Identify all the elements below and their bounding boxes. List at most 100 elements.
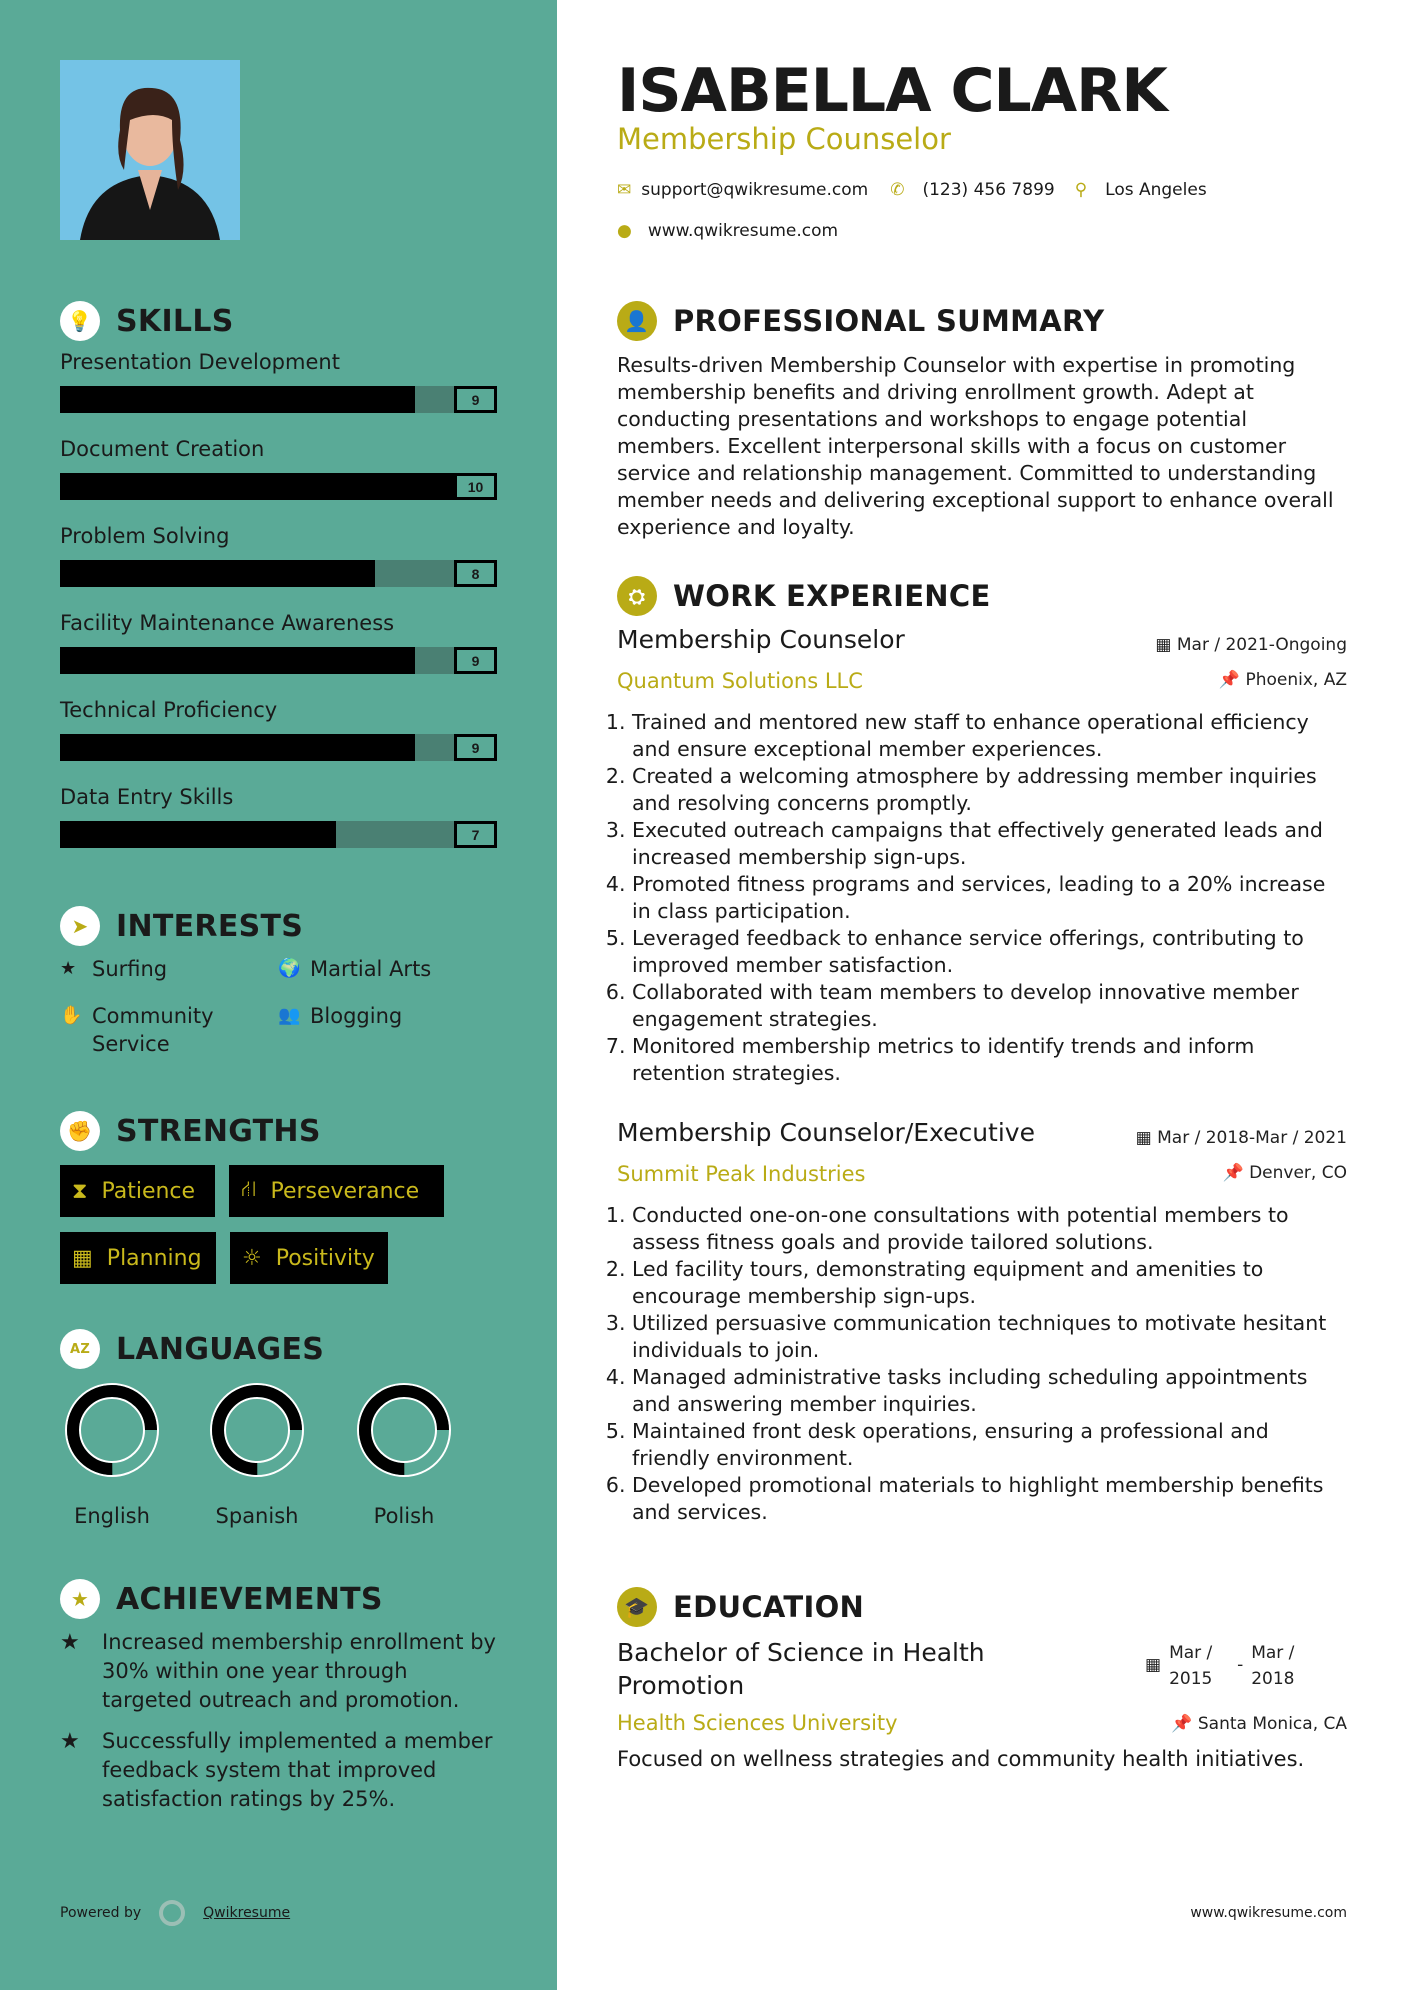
- interest-item: 👥 Blogging: [278, 1002, 498, 1030]
- phone-icon: ✆: [890, 180, 905, 200]
- trophy-star-icon: ★: [60, 1729, 80, 1754]
- achievement-item: ★ Successfully implemented a member feedb…: [60, 1727, 500, 1814]
- skills-heading: 💡 SKILLS: [60, 301, 234, 341]
- skill-item: Data Entry Skills 7: [60, 785, 497, 848]
- strengths-heading: ✊ STRENGTHS: [60, 1111, 321, 1151]
- contact-row: ✉ support@qwikresume.com ✆ (123) 456 789…: [617, 180, 1207, 200]
- map-pin-icon: ⚲: [1074, 180, 1088, 200]
- duty-item: Monitored membership metrics to identify…: [632, 1033, 1347, 1087]
- skill-bar: 7: [60, 821, 497, 848]
- calendar-icon: ▦: [1135, 1128, 1158, 1148]
- strength-label: Perseverance: [270, 1178, 420, 1204]
- skill-bar-fill: [60, 473, 454, 500]
- skill-score: 8: [454, 560, 497, 587]
- job-location: 📌 Phoenix, AZ: [1218, 670, 1347, 690]
- user-icon: 👤: [617, 301, 657, 341]
- skill-item: Facility Maintenance Awareness 9: [60, 611, 497, 674]
- qwikresume-link[interactable]: Qwikresume: [203, 1905, 291, 1921]
- strength-tag: ⧗ Patience: [60, 1165, 215, 1217]
- website-row: ● www.qwikresume.com: [617, 221, 838, 241]
- achievements-list: ★ Increased membership enrollment by 30% …: [60, 1628, 500, 1826]
- skill-item: Document Creation 10: [60, 437, 497, 500]
- date-separator: -: [1237, 1655, 1244, 1675]
- users-icon: 👥: [278, 1005, 301, 1026]
- sidebar: 💡 SKILLS Presentation Development 9 Documen…: [0, 0, 557, 1990]
- interest-item: ★ Surfing: [60, 955, 210, 983]
- position-title: Membership Counselor: [617, 625, 905, 654]
- hourglass-icon: ⧗: [72, 1178, 88, 1204]
- calendar-icon: ▦: [1145, 1655, 1162, 1675]
- calendar-icon: ▦: [1155, 635, 1177, 655]
- language-level-arc: [359, 1385, 449, 1475]
- skill-bar-fill: [60, 386, 415, 413]
- skill-bar-fill: [60, 560, 376, 587]
- language-item: English: [42, 1380, 182, 1528]
- powered-by: Powered by Qwikresume: [60, 1900, 290, 1926]
- sun-icon: ☼: [242, 1245, 262, 1271]
- achievements-heading: ★ ACHIEVEMENTS: [60, 1579, 383, 1619]
- strength-label: Planning: [106, 1245, 202, 1271]
- language-item: Polish: [334, 1380, 474, 1528]
- interests-heading: ➤ INTERESTS: [60, 906, 303, 946]
- education-location: 📌 Santa Monica, CA: [1171, 1714, 1347, 1734]
- lightbulb-icon: 💡: [60, 301, 100, 341]
- skill-bar-fill: [60, 734, 415, 761]
- duty-item: Maintained front desk operations, ensuri…: [632, 1418, 1347, 1472]
- summary-heading: 👤 PROFESSIONAL SUMMARY: [617, 301, 1104, 341]
- interest-label: Surfing: [92, 957, 168, 981]
- achievement-item: ★ Increased membership enrollment by 30% …: [60, 1628, 500, 1715]
- language-item: Spanish: [187, 1380, 327, 1528]
- pushpin-icon: 📌: [1171, 1714, 1198, 1734]
- duties-list: Trained and mentored new staff to enhanc…: [607, 709, 1347, 1087]
- language-icon: AZ: [60, 1329, 100, 1369]
- skill-bar: 8: [60, 560, 497, 587]
- achievement-text: Increased membership enrollment by 30% w…: [102, 1630, 496, 1712]
- candidate-name: ISABELLA CLARK: [617, 56, 1168, 126]
- road-icon: ⛙: [241, 1177, 257, 1202]
- interest-item: ✋ Community Service: [60, 1002, 214, 1058]
- degree: Bachelor of Science in Health Promotion: [617, 1638, 985, 1700]
- interest-label: Community Service: [92, 1004, 214, 1056]
- strength-label: Positivity: [275, 1245, 375, 1271]
- duty-item: Led facility tours, demonstrating equipm…: [632, 1256, 1347, 1310]
- duty-item: Trained and mentored new staff to enhanc…: [632, 709, 1347, 763]
- experience-heading: ⛭ WORK EXPERIENCE: [617, 576, 991, 616]
- skill-item: Problem Solving 8: [60, 524, 497, 587]
- interest-item: 🌍 Martial Arts: [278, 955, 498, 983]
- duty-item: Utilized persuasive communication techni…: [632, 1310, 1347, 1364]
- skill-label: Data Entry Skills: [60, 785, 234, 809]
- school: Health Sciences University: [617, 1711, 898, 1735]
- phone: (123) 456 7899: [922, 180, 1055, 200]
- email-link[interactable]: support@qwikresume.com: [641, 180, 869, 200]
- skill-bar-fill: [60, 821, 336, 848]
- footer-website-link[interactable]: www.qwikresume.com: [1190, 1905, 1347, 1921]
- skill-bar: 9: [60, 386, 497, 413]
- skill-score: 9: [454, 647, 497, 674]
- star-icon: ★: [60, 1579, 100, 1619]
- language-level-arc: [67, 1385, 157, 1475]
- pushpin-icon: 📌: [1218, 670, 1246, 690]
- duty-item: Leveraged feedback to enhance service of…: [632, 925, 1347, 979]
- position-title: Membership Counselor/Executive: [617, 1118, 1035, 1147]
- education-heading: 🎓 EDUCATION: [617, 1587, 864, 1627]
- chair-icon: ⛭: [617, 576, 657, 616]
- skill-bar: 10: [60, 473, 497, 500]
- globe-icon: 🌍: [278, 958, 301, 979]
- summary-text: Results-driven Membership Counselor with…: [617, 353, 1334, 539]
- duty-item: Created a welcoming atmosphere by addres…: [632, 763, 1347, 817]
- calendar-icon: ▦: [72, 1245, 93, 1271]
- pushpin-icon: 📌: [1222, 1163, 1250, 1183]
- graduate-icon: 🎓: [617, 1587, 657, 1627]
- strength-tag: ▦ Planning: [60, 1232, 216, 1284]
- interest-label: Blogging: [310, 1004, 403, 1028]
- star-icon: ★: [60, 958, 77, 979]
- profile-photo: [60, 60, 240, 240]
- website-link[interactable]: www.qwikresume.com: [647, 221, 839, 241]
- trophy-star-icon: ★: [60, 1630, 80, 1655]
- education-dates: ▦ Mar / 2015 - Mar / 2018: [1145, 1640, 1311, 1692]
- duty-item: Collaborated with team members to develo…: [632, 979, 1347, 1033]
- envelope-icon: ✉: [617, 180, 632, 200]
- job-title: Membership Counselor: [617, 122, 951, 156]
- skill-bar: 9: [60, 647, 497, 674]
- skill-label: Problem Solving: [60, 524, 230, 548]
